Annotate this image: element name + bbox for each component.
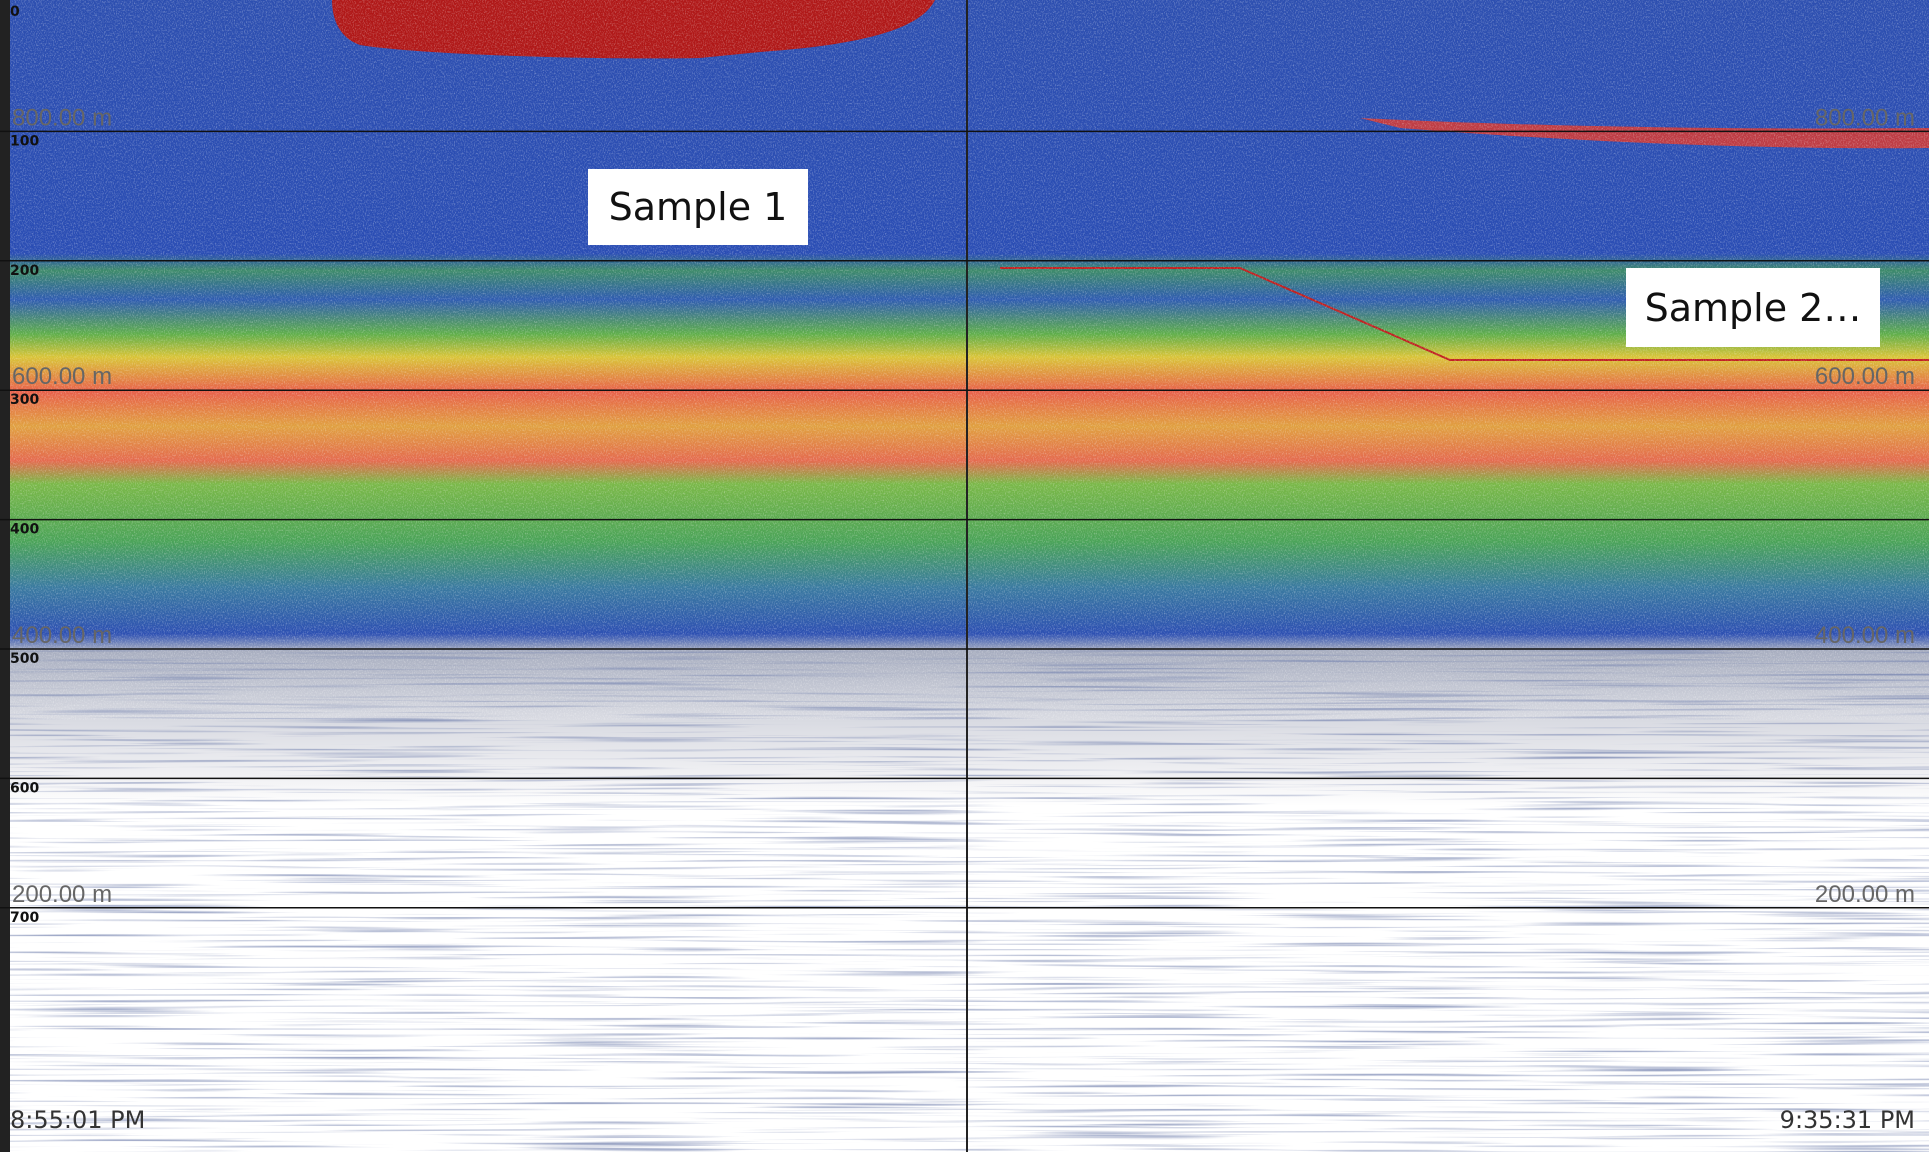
depth-label: 400 bbox=[10, 522, 39, 538]
depth-label: 100 bbox=[10, 133, 39, 149]
range-label: 400.00 m bbox=[12, 622, 112, 649]
depth-label: 200 bbox=[10, 263, 39, 279]
range-label: 800.00 m bbox=[1815, 104, 1915, 131]
depth-label: 500 bbox=[10, 651, 39, 667]
time-end: 9:35:31 PM bbox=[1780, 1106, 1915, 1134]
range-label: 600.00 m bbox=[12, 363, 112, 390]
range-label: 200.00 m bbox=[12, 881, 112, 908]
echo-streaks bbox=[0, 650, 1929, 1152]
echogram-screen: 0 100 200 300 400 500 600 700 800.00 m 800.00 m 60… bbox=[0, 0, 1929, 1152]
echogram: 0 100 200 300 400 500 600 700 800.00 m 800.00 m 60… bbox=[0, 0, 1929, 1152]
left-edge bbox=[0, 0, 10, 1152]
depth-label: 600 bbox=[10, 780, 39, 796]
echo-noise bbox=[0, 0, 1929, 720]
time-start: 8:55:01 PM bbox=[10, 1106, 145, 1134]
depth-label: 300 bbox=[10, 392, 39, 408]
depth-label: 0 bbox=[10, 4, 20, 20]
annotation: Sample 1 bbox=[588, 169, 808, 245]
range-label: 600.00 m bbox=[1815, 363, 1915, 390]
range-label: 200.00 m bbox=[1815, 881, 1915, 908]
range-label: 800.00 m bbox=[12, 104, 112, 131]
depth-label: 700 bbox=[10, 910, 39, 926]
range-label: 400.00 m bbox=[1815, 622, 1915, 649]
annotation: Sample 2… bbox=[1626, 268, 1880, 347]
